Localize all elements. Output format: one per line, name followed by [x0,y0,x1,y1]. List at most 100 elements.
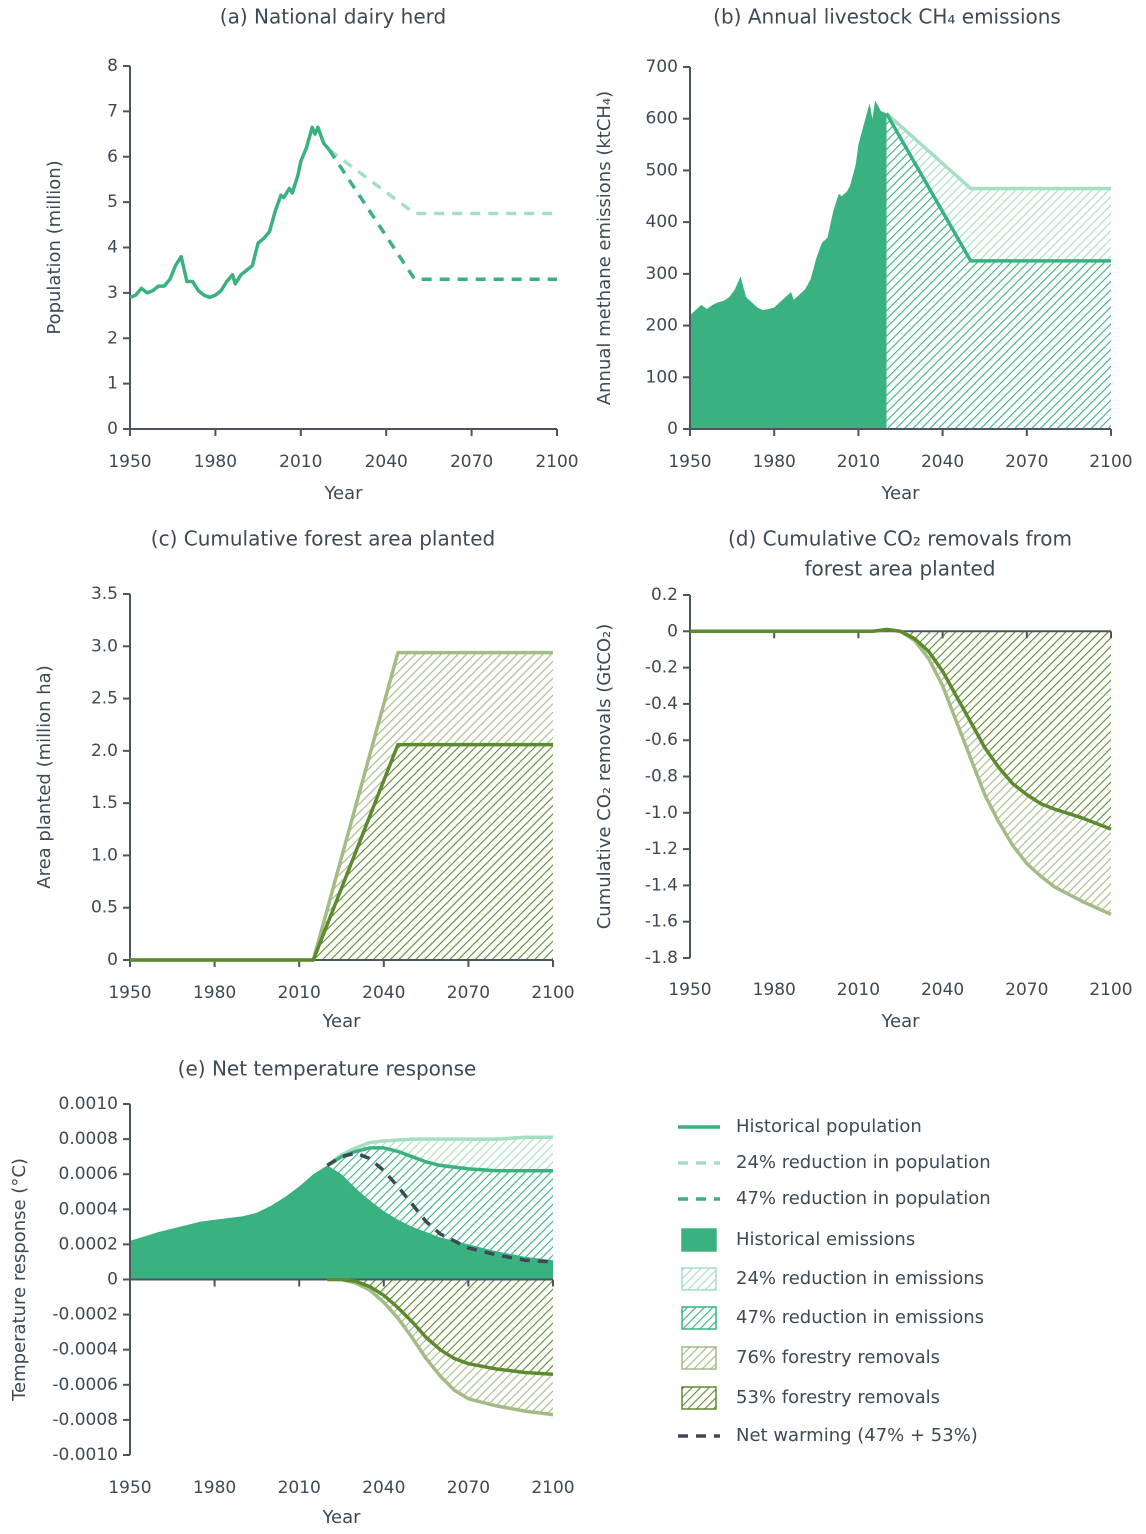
legend-swatch [681,1306,717,1330]
y-tick-label: 300 [646,264,678,284]
y-tick-label: -0.0004 [52,1340,118,1360]
chart-title: (d) Cumulative CO₂ removals from [728,527,1072,551]
hatched-area [690,629,1111,830]
legend-swatch [681,1386,717,1410]
y-axis-label: Cumulative CO₂ removals (GtCO₂) [594,624,615,930]
x-tick-label: 2070 [447,983,490,1003]
y-tick-label: 0.0004 [59,1199,118,1219]
x-tick-label: 2010 [837,452,880,472]
x-tick-label: 1950 [108,1478,151,1498]
y-tick-label: 3 [107,283,118,303]
y-tick-label: 500 [646,160,678,180]
legend-label: 76% forestry removals [736,1347,940,1368]
x-tick-label: 2010 [837,980,880,1000]
x-axis-label: Year [321,1507,361,1528]
hatched-area [327,1279,553,1375]
legend-item: 76% forestry removals [681,1346,940,1370]
y-tick-label: 200 [646,316,678,336]
legend-item: 47% reduction in emissions [681,1306,984,1330]
y-tick-label: 8 [107,56,118,76]
y-tick-label: -0.0002 [52,1305,118,1325]
legend-item: 24% reduction in population [678,1152,991,1173]
y-tick-label: -1.8 [645,948,678,968]
y-tick-label: 3.0 [91,636,118,656]
y-tick-label: 0.0010 [59,1094,118,1114]
x-axis-label: Year [880,483,920,504]
y-tick-label: 7 [107,101,118,121]
y-tick-label: -1.0 [645,803,678,823]
legend-item: 47% reduction in population [678,1188,991,1209]
chart-title: (a) National dairy herd [220,5,446,29]
y-tick-label: 1.0 [91,845,118,865]
area-outline [884,112,1111,263]
x-tick-label: 2040 [921,452,964,472]
line [328,148,557,216]
legend-swatch [681,1346,717,1370]
y-tick-label: 1.5 [91,793,118,813]
y-axis-label: Temperature response (°C) [9,1158,30,1402]
x-tick-label: 2100 [1089,452,1132,472]
x-tick-label: 1980 [194,452,237,472]
x-tick-label: 2040 [362,983,405,1003]
y-tick-label: 0 [667,419,678,439]
x-tick-label: 2100 [1089,980,1132,1000]
line [129,125,331,300]
hatched-area [130,744,553,960]
legend-item: Historical emissions [681,1228,915,1252]
y-tick-label: -0.6 [645,730,678,750]
y-tick-label: -0.0006 [52,1375,118,1395]
x-tick-label: 2040 [365,452,408,472]
legend-label: 24% reduction in emissions [736,1268,984,1289]
y-tick-label: 0 [107,419,118,439]
x-tick-label: 2010 [278,1478,321,1498]
y-tick-label: -0.4 [645,694,678,714]
legend-item: Historical population [678,1116,922,1137]
area-outline [327,1277,554,1377]
x-tick-label: 2070 [450,452,493,472]
y-tick-label: 0.2 [651,585,678,605]
y-tick-label: 5 [107,192,118,212]
chart-title: (c) Cumulative forest area planted [151,527,495,551]
line [326,1151,554,1264]
y-tick-label: 400 [646,212,678,232]
y-tick-label: -0.0010 [52,1445,118,1465]
x-tick-label: 2100 [531,983,574,1003]
y-tick-label: 2 [107,328,118,348]
y-tick-label: 0 [107,950,118,970]
area-outline [885,112,1111,191]
x-tick-label: 1980 [753,452,796,472]
legend-item: Net warming (47% + 53%) [678,1425,978,1446]
y-tick-label: 0 [667,621,678,641]
y-tick-label: -0.2 [645,658,678,678]
y-tick-label: 2.5 [91,689,118,709]
y-tick-label: 1 [107,374,118,394]
filled-area [130,1165,553,1280]
y-tick-label: -0.8 [645,767,678,787]
area-outline [327,1277,554,1417]
area-outline [690,627,1112,831]
x-tick-label: 2010 [279,452,322,472]
y-tick-label: 2.0 [91,741,118,761]
legend-item: 53% forestry removals [681,1386,940,1410]
x-tick-label: 2040 [921,980,964,1000]
y-tick-label: 4 [107,238,118,258]
x-tick-label: 2100 [535,452,578,472]
y-tick-label: 0.5 [91,898,118,918]
y-tick-label: 0 [107,1270,118,1290]
y-tick-label: 0.0008 [59,1129,118,1149]
area-outline [130,742,553,962]
y-tick-label: 3.5 [91,584,118,604]
y-tick-label: 100 [646,367,678,387]
y-tick-label: -1.2 [645,839,678,859]
y-axis-label: Area planted (million ha) [34,665,55,888]
y-tick-label: 0.0006 [59,1164,118,1184]
filled-area [690,100,887,429]
y-tick-label: -1.4 [645,875,678,895]
x-tick-label: 2070 [1005,452,1048,472]
legend-swatch [681,1267,717,1291]
legend-item: 24% reduction in emissions [681,1267,984,1291]
y-axis-label: Population (million) [44,160,65,334]
legend-swatch [681,1228,717,1252]
x-tick-label: 1950 [668,452,711,472]
legend-label: Historical population [736,1116,922,1137]
